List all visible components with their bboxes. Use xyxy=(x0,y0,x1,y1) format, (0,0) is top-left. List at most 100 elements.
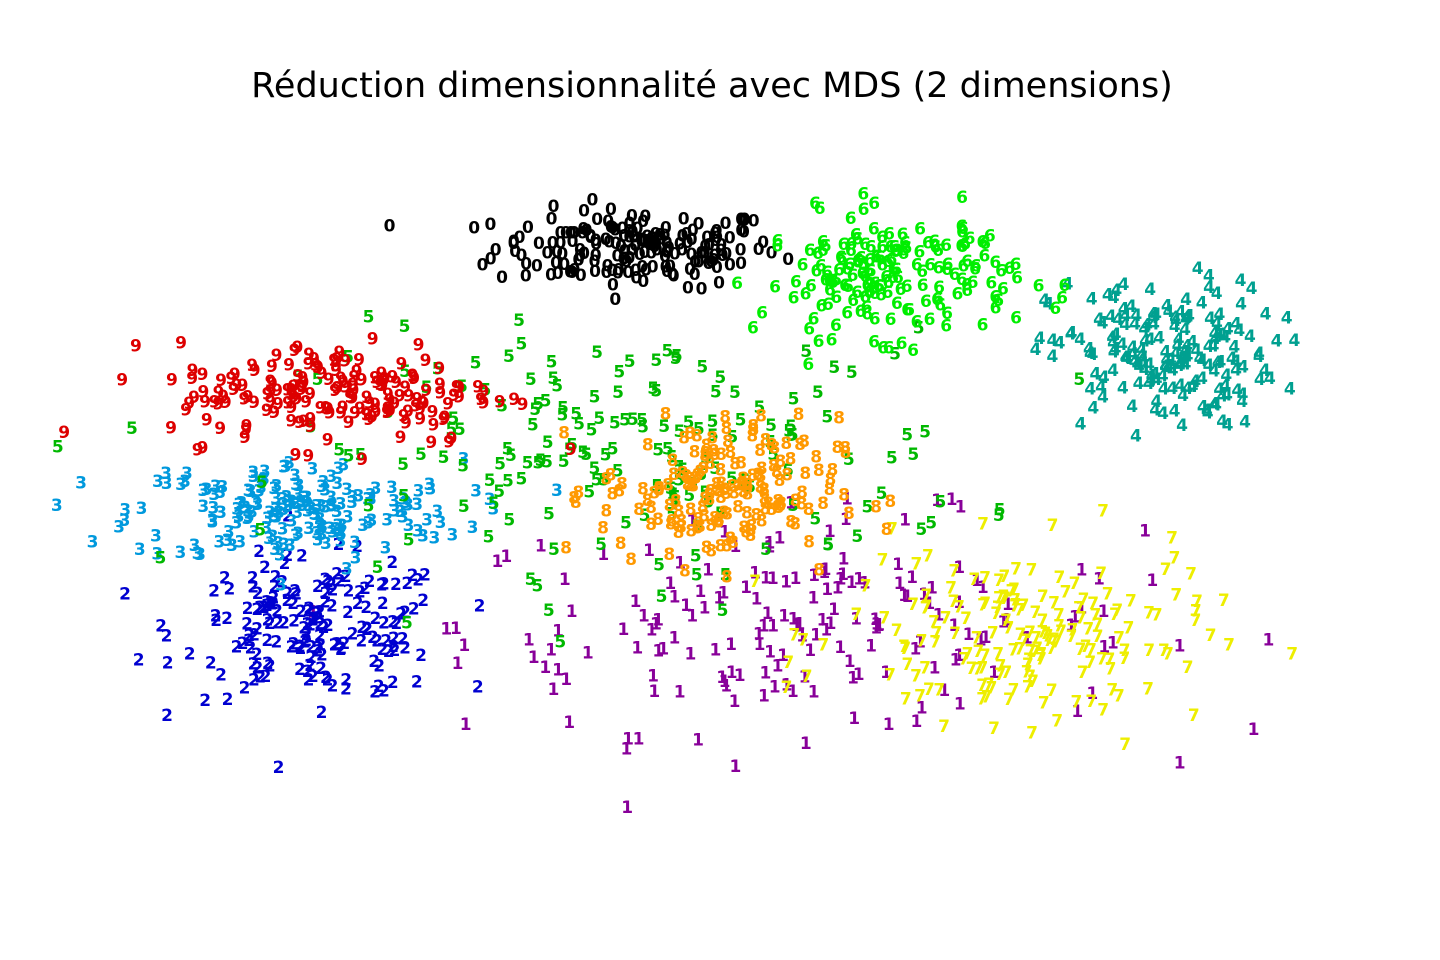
point-digit-5: 5 xyxy=(876,484,888,504)
point-digit-5: 5 xyxy=(636,411,648,431)
point-digit-6: 6 xyxy=(883,339,895,359)
point-digit-9: 9 xyxy=(378,371,390,391)
point-digit-5: 5 xyxy=(913,319,925,339)
point-digit-4: 4 xyxy=(1179,320,1191,340)
point-digit-6: 6 xyxy=(929,237,941,257)
point-digit-5: 5 xyxy=(822,535,834,555)
point-digit-4: 4 xyxy=(1087,398,1099,418)
point-digit-8: 8 xyxy=(713,482,725,502)
point-digit-7: 7 xyxy=(1077,663,1089,683)
point-digit-7: 7 xyxy=(1053,617,1065,637)
point-digit-8: 8 xyxy=(741,485,753,505)
point-digit-6: 6 xyxy=(888,237,900,257)
point-digit-1: 1 xyxy=(631,638,643,658)
point-digit-2: 2 xyxy=(314,635,326,655)
point-digit-7: 7 xyxy=(749,572,761,592)
point-digit-8: 8 xyxy=(715,460,727,480)
point-digit-7: 7 xyxy=(987,623,999,643)
point-digit-5: 5 xyxy=(726,469,738,489)
point-digit-5: 5 xyxy=(382,403,394,423)
point-digit-1: 1 xyxy=(450,619,462,639)
point-digit-3: 3 xyxy=(277,495,289,515)
point-digit-2: 2 xyxy=(401,574,413,594)
point-digit-3: 3 xyxy=(308,504,320,524)
point-digit-9: 9 xyxy=(242,387,254,407)
point-digit-0: 0 xyxy=(703,254,715,274)
point-digit-1: 1 xyxy=(835,569,847,589)
point-digit-0: 0 xyxy=(546,210,558,230)
point-digit-5: 5 xyxy=(372,558,384,578)
point-digit-4: 4 xyxy=(1172,336,1184,356)
point-digit-6: 6 xyxy=(845,209,857,229)
point-digit-8: 8 xyxy=(738,483,750,503)
point-digit-1: 1 xyxy=(1098,602,1110,622)
point-digit-9: 9 xyxy=(348,368,360,388)
point-digit-3: 3 xyxy=(487,499,499,519)
point-digit-5: 5 xyxy=(456,377,468,397)
point-digit-8: 8 xyxy=(833,408,845,428)
point-digit-8: 8 xyxy=(662,475,674,495)
point-digit-8: 8 xyxy=(881,520,893,540)
point-digit-0: 0 xyxy=(720,245,732,265)
point-digit-4: 4 xyxy=(1120,306,1132,326)
point-digit-7: 7 xyxy=(928,612,940,632)
point-digit-4: 4 xyxy=(1209,324,1221,344)
point-digit-8: 8 xyxy=(772,498,784,518)
point-digit-2: 2 xyxy=(378,682,390,702)
point-digit-5: 5 xyxy=(764,433,776,453)
point-digit-5: 5 xyxy=(591,343,603,363)
point-digit-6: 6 xyxy=(901,301,913,321)
point-digit-6: 6 xyxy=(869,284,881,304)
point-digit-1: 1 xyxy=(828,600,840,620)
point-digit-8: 8 xyxy=(713,511,725,531)
point-digit-5: 5 xyxy=(729,383,741,403)
point-digit-3: 3 xyxy=(244,482,256,502)
point-digit-8: 8 xyxy=(697,459,709,479)
point-digit-3: 3 xyxy=(402,496,414,516)
point-digit-3: 3 xyxy=(362,514,374,534)
point-digit-8: 8 xyxy=(724,529,736,549)
point-digit-0: 0 xyxy=(550,253,562,273)
point-digit-5: 5 xyxy=(765,416,777,436)
point-digit-8: 8 xyxy=(712,513,724,533)
point-digit-2: 2 xyxy=(264,656,276,676)
point-digit-9: 9 xyxy=(411,390,423,410)
point-digit-5: 5 xyxy=(398,487,410,507)
point-digit-3: 3 xyxy=(192,544,204,564)
point-digit-9: 9 xyxy=(333,343,345,363)
point-digit-3: 3 xyxy=(136,499,148,519)
point-digit-7: 7 xyxy=(1037,611,1049,631)
point-digit-9: 9 xyxy=(433,359,445,379)
point-digit-8: 8 xyxy=(793,405,805,425)
point-digit-8: 8 xyxy=(652,510,664,530)
point-digit-8: 8 xyxy=(670,491,682,511)
point-digit-9: 9 xyxy=(390,373,402,393)
point-digit-4: 4 xyxy=(1054,333,1066,353)
point-digit-6: 6 xyxy=(969,260,981,280)
point-digit-1: 1 xyxy=(953,593,965,613)
point-digit-4: 4 xyxy=(1176,416,1188,436)
point-digit-7: 7 xyxy=(998,587,1010,607)
point-digit-4: 4 xyxy=(1075,414,1087,434)
point-digit-7: 7 xyxy=(1190,602,1202,622)
point-digit-6: 6 xyxy=(815,257,827,277)
point-digit-9: 9 xyxy=(289,341,301,361)
point-digit-4: 4 xyxy=(1190,341,1202,361)
point-digit-1: 1 xyxy=(643,541,655,561)
point-digit-1: 1 xyxy=(622,729,634,749)
point-digit-1: 1 xyxy=(790,569,802,589)
point-digit-9: 9 xyxy=(292,338,304,358)
point-digit-1: 1 xyxy=(1139,522,1151,542)
point-digit-1: 1 xyxy=(840,510,852,530)
point-digit-6: 6 xyxy=(883,225,895,245)
point-digit-3: 3 xyxy=(316,477,328,497)
point-digit-3: 3 xyxy=(215,503,227,523)
point-digit-9: 9 xyxy=(265,372,277,392)
point-digit-3: 3 xyxy=(325,467,337,487)
point-digit-3: 3 xyxy=(243,507,255,527)
point-digit-7: 7 xyxy=(907,595,919,615)
point-digit-7: 7 xyxy=(1048,630,1060,650)
point-digit-6: 6 xyxy=(885,237,897,257)
point-digit-9: 9 xyxy=(237,376,249,396)
point-digit-9: 9 xyxy=(315,399,327,419)
